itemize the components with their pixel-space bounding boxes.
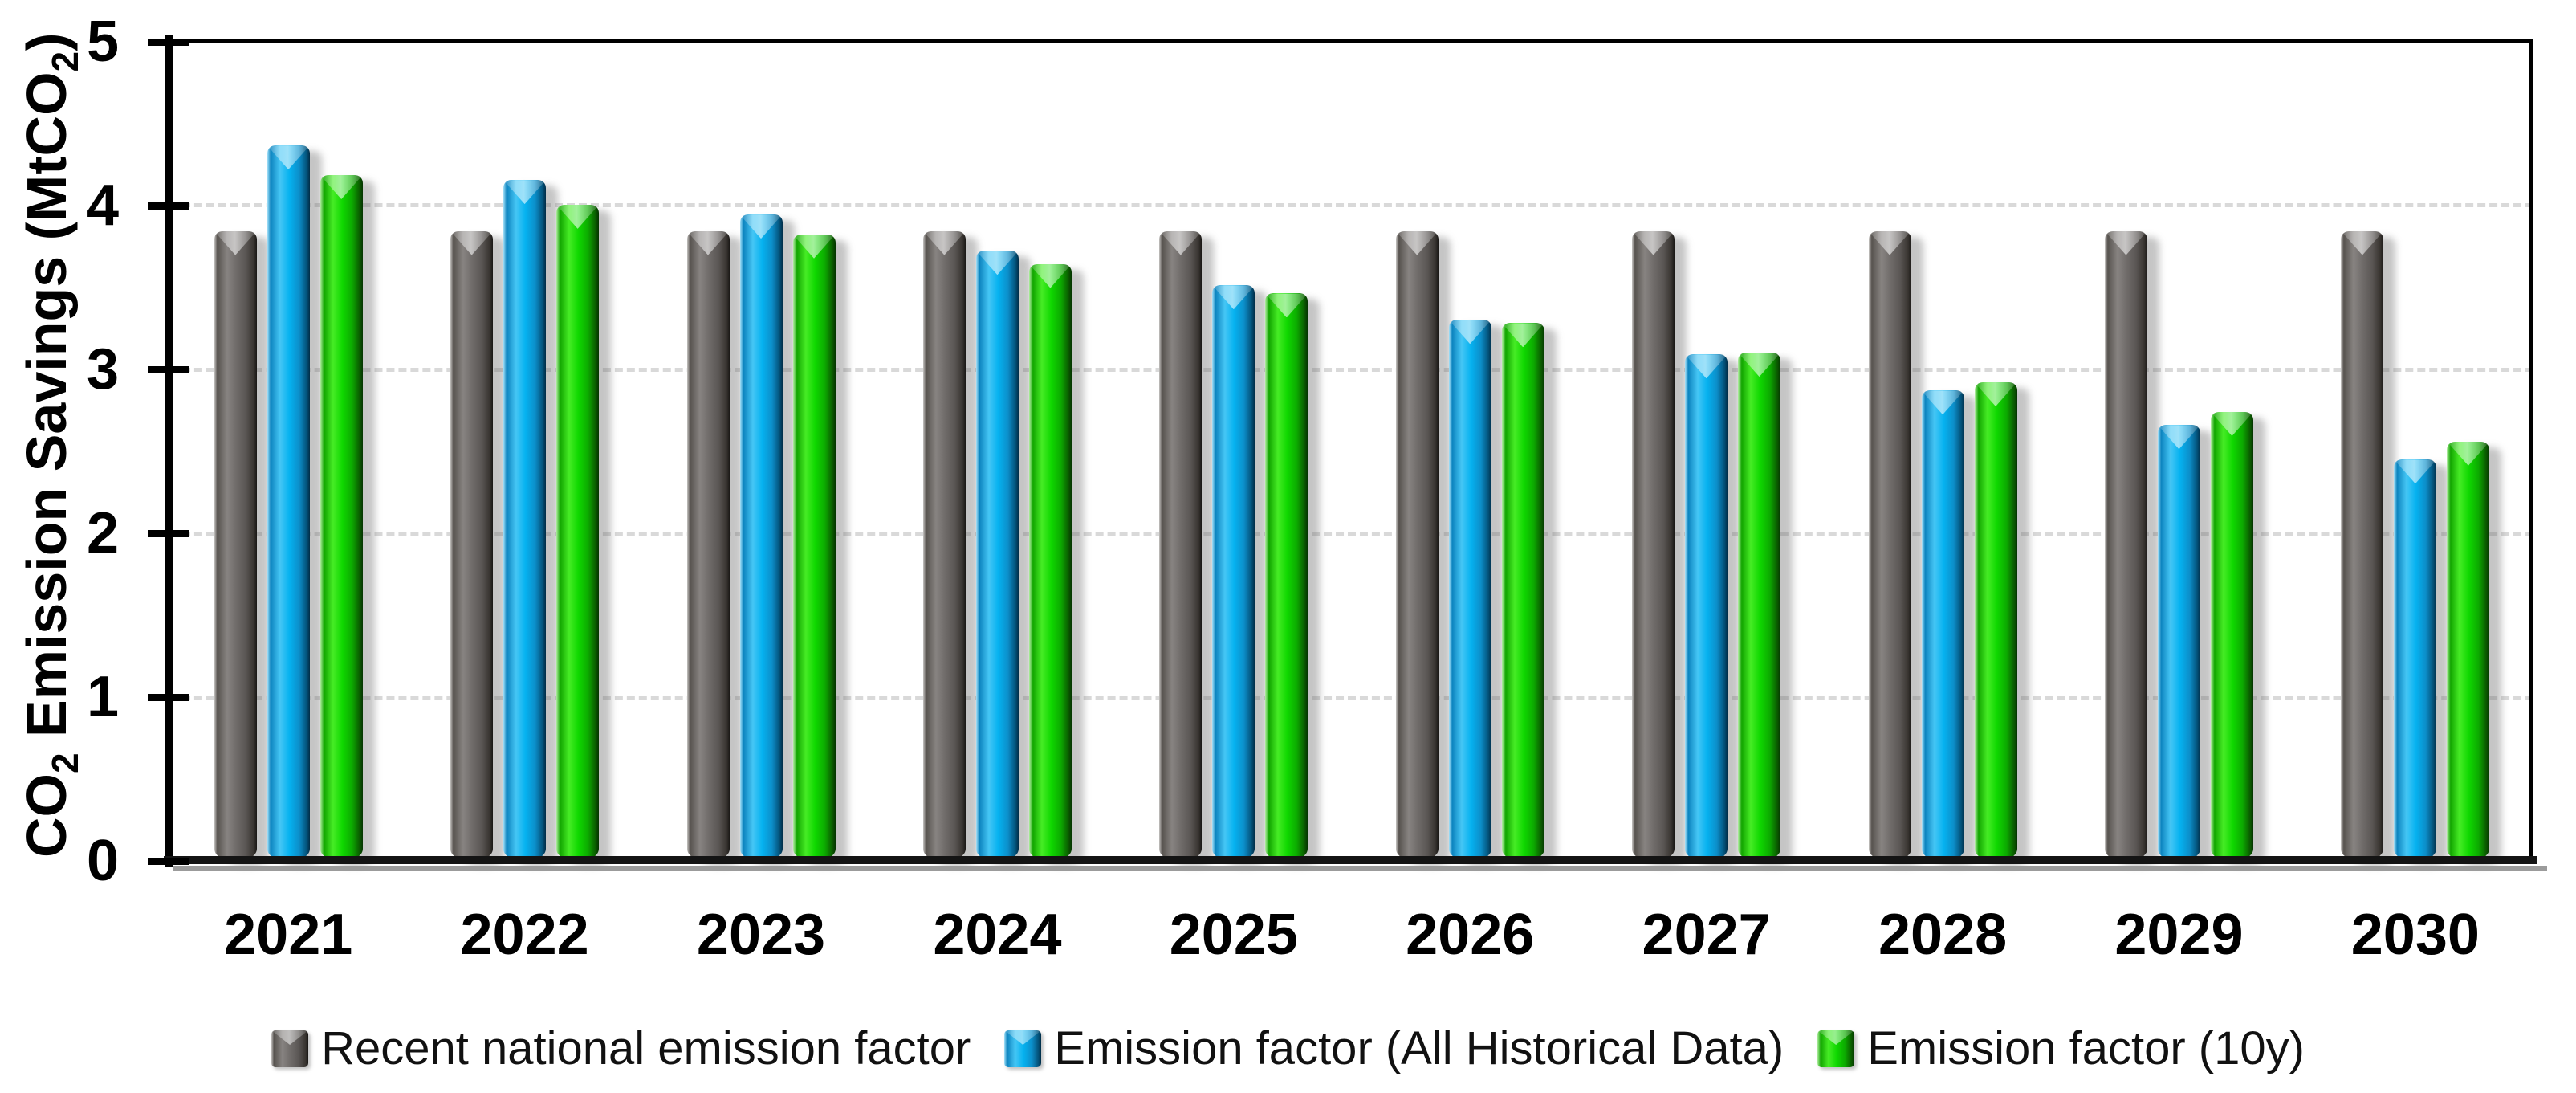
x-tick-label-2027: 2027 xyxy=(1642,903,1771,967)
bar-2021-series-1 xyxy=(267,145,310,861)
bar-group-2024 xyxy=(879,39,1115,861)
y-tick-mark-0 xyxy=(148,858,189,865)
grid-line-2 xyxy=(170,532,2533,536)
legend-swatch-0 xyxy=(271,1030,309,1067)
bar-groups xyxy=(170,39,2533,861)
bar-2028-series-2 xyxy=(1974,382,2017,861)
x-tick-label-2023: 2023 xyxy=(696,903,826,967)
bar-2030-series-2 xyxy=(2447,441,2490,861)
y-tick-label-2: 2 xyxy=(86,501,119,565)
bar-group-2028 xyxy=(1825,39,2061,861)
bar-group-2025 xyxy=(1116,39,1352,861)
bar-2027-series-1 xyxy=(1685,354,1728,861)
x-axis-line xyxy=(164,856,2537,864)
bar-2028-series-0 xyxy=(1868,230,1911,861)
bar-2029-series-2 xyxy=(2210,411,2253,861)
x-tick-label-2028: 2028 xyxy=(1878,903,2008,967)
bar-group-2026 xyxy=(1352,39,1588,861)
bar-2026-series-1 xyxy=(1448,320,1491,861)
grid-line-4 xyxy=(170,202,2533,207)
x-tick-label-2025: 2025 xyxy=(1169,903,1298,967)
x-tick-label-2022: 2022 xyxy=(460,903,589,967)
bar-2021-series-2 xyxy=(319,174,363,861)
legend: Recent national emission factor Emission … xyxy=(0,1018,2576,1079)
y-tick-label-3: 3 xyxy=(86,337,119,402)
grid-line-3 xyxy=(170,367,2533,372)
legend-label-2: Emission factor (10y) xyxy=(1867,1022,2305,1075)
bar-group-2022 xyxy=(406,39,642,861)
bar-2021-series-0 xyxy=(214,230,257,861)
bar-2022-series-1 xyxy=(503,180,547,861)
grid-line-1 xyxy=(170,696,2533,701)
plot-border-right xyxy=(2529,39,2533,861)
bar-2026-series-2 xyxy=(1501,323,1544,861)
legend-label-1: Emission factor (All Historical Data) xyxy=(1054,1022,1784,1075)
bar-2025-series-0 xyxy=(1159,230,1203,861)
x-tick-label-2021: 2021 xyxy=(224,903,353,967)
y-tick-mark-3 xyxy=(148,366,189,373)
gridlines xyxy=(170,39,2533,861)
bar-2024-series-2 xyxy=(1028,263,1072,861)
y-tick-mark-1 xyxy=(148,694,189,701)
bar-group-2023 xyxy=(643,39,879,861)
y-tick-mark-2 xyxy=(148,530,189,537)
legend-item-1: Emission factor (All Historical Data) xyxy=(1004,1018,1784,1079)
x-tick-label-2024: 2024 xyxy=(933,903,1062,967)
legend-swatch-1 xyxy=(1004,1030,1042,1067)
y-axis-line xyxy=(165,35,173,867)
bar-2027-series-2 xyxy=(1738,353,1781,861)
bar-2023-series-2 xyxy=(792,234,836,861)
bar-2024-series-0 xyxy=(922,230,966,861)
bar-group-2030 xyxy=(2297,39,2533,861)
y-tick-label-4: 4 xyxy=(86,173,119,238)
x-tick-label-2030: 2030 xyxy=(2350,903,2480,967)
bar-2022-series-0 xyxy=(450,230,494,861)
bar-2030-series-1 xyxy=(2394,459,2437,861)
bar-2025-series-1 xyxy=(1212,285,1255,861)
y-tick-mark-5 xyxy=(148,39,189,46)
bar-2029-series-0 xyxy=(2104,230,2147,861)
plot-border-top xyxy=(170,39,2533,43)
bar-2023-series-0 xyxy=(686,230,730,861)
bar-group-2021 xyxy=(170,39,406,861)
legend-item-2: Emission factor (10y) xyxy=(1817,1018,2305,1079)
x-tick-label-2029: 2029 xyxy=(2114,903,2244,967)
legend-swatch-2 xyxy=(1817,1030,1855,1067)
bar-2023-series-1 xyxy=(739,214,783,861)
x-axis-shadow xyxy=(173,866,2547,871)
bar-group-2027 xyxy=(1588,39,1824,861)
bar-2028-series-1 xyxy=(1921,390,1964,861)
legend-item-0: Recent national emission factor xyxy=(271,1018,971,1079)
bar-2026-series-0 xyxy=(1395,230,1439,861)
y-tick-mark-4 xyxy=(148,202,189,210)
bar-group-2029 xyxy=(2061,39,2297,861)
plot-area xyxy=(170,39,2533,861)
legend-label-0: Recent national emission factor xyxy=(321,1022,971,1075)
bar-2027-series-0 xyxy=(1632,230,1675,861)
y-tick-label-1: 1 xyxy=(86,665,119,729)
bar-2029-series-1 xyxy=(2157,425,2200,861)
y-tick-label-5: 5 xyxy=(86,10,119,74)
y-tick-label-0: 0 xyxy=(86,829,119,893)
bar-2022-series-2 xyxy=(556,204,600,861)
x-axis-tick-labels: 2021 2022 2023 2024 2025 2026 2027 2028 2029 2030 xyxy=(170,898,2533,972)
bar-2030-series-0 xyxy=(2341,230,2384,861)
bar-2024-series-1 xyxy=(975,251,1019,861)
x-tick-label-2026: 2026 xyxy=(1406,903,1535,967)
bar-2025-series-2 xyxy=(1265,293,1308,861)
